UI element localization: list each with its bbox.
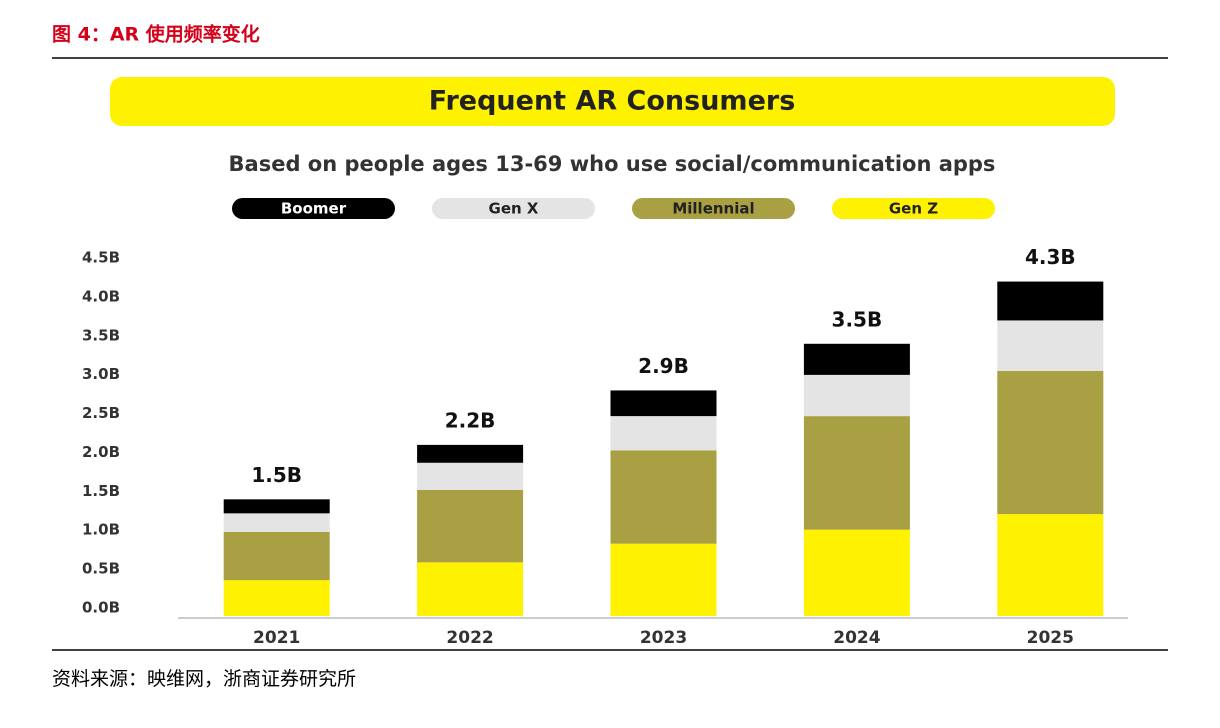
bar-segment [997,371,1104,515]
bar-segment [803,416,910,530]
source-note: 资料来源：映维网，浙商证券研究所 [52,668,356,690]
legend-label: Millennial [672,200,754,218]
bar-segment [417,462,524,490]
bar-segment [997,320,1104,371]
y-tick-label: 0.5B [82,560,120,578]
bar-segment [610,416,717,451]
legend-swatch [832,198,995,219]
total-label: 2.9B [638,354,689,378]
bar-segment [417,444,524,463]
bar-segment [803,343,910,375]
bar-segment [417,562,524,616]
y-tick-label: 0.0B [82,599,120,617]
legend-label: Gen X [489,200,539,218]
total-label: 2.2B [445,408,496,432]
bar-segment [417,490,524,563]
chart-subtitle: Based on people ages 13-69 who use socia… [229,152,996,176]
y-tick-label: 3.0B [82,365,120,383]
x-tick-label: 2024 [833,628,880,648]
total-label: 4.3B [1025,245,1076,269]
bar-segment [223,499,330,514]
y-tick-label: 4.0B [82,287,120,305]
bar-segment [803,529,910,616]
legend-swatch [632,198,795,219]
bar-segment [803,374,910,417]
title-banner [110,77,1115,126]
bar-segment [223,513,330,532]
legend-swatch [432,198,595,219]
bar-segment [610,390,717,417]
y-tick-label: 1.0B [82,521,120,539]
total-label: 1.5B [251,463,302,487]
legend-label: Gen Z [889,200,938,218]
x-tick-label: 2025 [1027,628,1074,648]
legend-swatch [232,198,395,219]
bar-segment [610,543,717,616]
bar-segment [997,514,1104,616]
x-tick-label: 2021 [253,628,300,648]
y-tick-label: 3.5B [82,326,120,344]
bar-segment [223,580,330,616]
chart-title: Frequent AR Consumers [429,86,796,117]
y-tick-label: 4.5B [82,249,120,267]
y-tick-label: 1.5B [82,482,120,500]
figure-header: 图 4：AR 使用频率变化 [52,23,260,46]
x-tick-label: 2023 [640,628,687,648]
bar-segment [223,532,330,581]
bar-segment [610,450,717,544]
legend-label: Boomer [281,200,347,218]
x-tick-label: 2022 [446,628,493,648]
y-tick-label: 2.5B [82,404,120,422]
y-tick-label: 2.0B [82,443,120,461]
total-label: 3.5B [832,307,883,331]
bar-segment [997,281,1104,321]
